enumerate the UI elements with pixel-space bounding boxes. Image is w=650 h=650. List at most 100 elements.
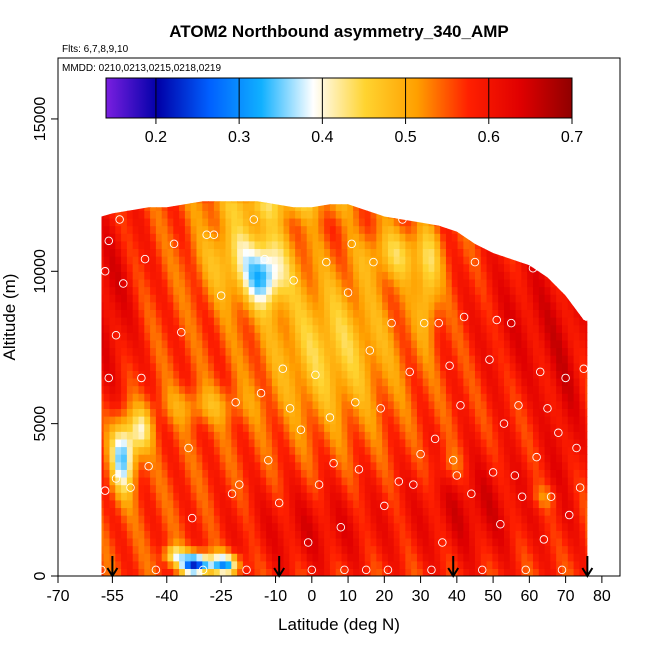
heatmap-cell [561,385,569,394]
heatmap-cell [445,446,453,455]
heatmap-cell [382,202,389,211]
heatmap-cell [196,385,203,394]
heatmap-cell [254,484,261,493]
observation-point [427,565,436,575]
heatmap-cell [324,446,331,455]
heatmap-cell [260,301,267,310]
heatmap-cell [237,545,244,554]
heatmap-cell [312,324,319,333]
heatmap-cell [103,400,111,410]
heatmap-cell [480,484,488,493]
heatmap-cell [469,568,476,576]
heatmap-cell [101,324,105,333]
heatmap-cell [498,537,505,547]
heatmap-cell [132,324,140,333]
heatmap-cell [498,568,505,576]
heatmap-cell [573,347,580,356]
heatmap-cell [341,362,348,371]
heatmap-cell [150,568,157,576]
heatmap-cell [260,454,267,463]
heatmap-cell [411,454,418,463]
observation-point [340,565,349,575]
heatmap-cell [353,393,360,402]
heatmap-cell [567,362,575,371]
heatmap-cell [109,400,116,410]
heatmap-cell [509,431,517,440]
heatmap-cell [190,438,198,448]
heatmap-cell [126,515,134,524]
heatmap-cell [387,301,395,310]
heatmap-cell [167,568,174,576]
heatmap-cell [271,301,279,310]
heatmap-cell [411,416,418,425]
heatmap-cell [474,423,482,432]
heatmap-cell [521,248,528,257]
heatmap-cell [486,271,493,280]
heatmap-cell [237,201,244,204]
heatmap-cell [144,408,151,417]
heatmap-cell [561,431,569,440]
heatmap-cell [416,553,424,562]
heatmap-cell [445,317,453,326]
heatmap-cell [184,217,192,227]
heatmap-cell [393,240,401,250]
heatmap-cell [382,461,389,470]
heatmap-cell [167,461,174,470]
heatmap-cell [376,377,383,387]
heatmap-cell [341,370,348,379]
heatmap-cell [237,499,244,509]
heatmap-cell [486,560,493,569]
heatmap-cell [347,271,354,280]
heatmap-cell [335,408,343,417]
heatmap-cell [237,286,244,295]
heatmap-cell [538,301,546,310]
heatmap-cell [382,339,389,349]
heatmap-cell [347,370,354,379]
heatmap-cell [480,339,488,349]
heatmap-cell [399,210,406,219]
heatmap-cell [295,240,302,250]
observation-point [557,565,567,575]
heatmap-cell [150,385,157,394]
heatmap-cell [190,446,198,455]
heatmap-cell [126,217,134,227]
heatmap-cell [521,370,528,379]
heatmap-cell [306,248,314,257]
heatmap-cell [242,377,250,387]
heatmap-cell [324,461,331,470]
heatmap-cell [324,423,331,432]
heatmap-cell [480,446,488,455]
heatmap-cell [132,248,140,257]
heatmap-cell [138,515,145,524]
heatmap-cell [422,240,430,250]
heatmap-cell [144,530,151,539]
heatmap-cell [115,522,122,531]
heatmap-cell [416,225,424,234]
heatmap-cell [405,416,412,425]
heatmap-cell [335,286,343,295]
heatmap-cell [376,263,383,272]
heatmap-cell [277,408,285,417]
heatmap-cell [173,438,180,448]
heatmap-cell [103,476,111,486]
heatmap-cell [248,492,256,501]
heatmap-cell [312,560,319,569]
heatmap-cell [126,537,134,547]
heatmap-cell [451,461,459,470]
heatmap-cell [579,400,586,410]
heatmap-cell [561,545,569,554]
heatmap-cell [277,286,285,295]
heatmap-cell [492,492,499,501]
heatmap-cell [498,461,505,470]
heatmap-cell [422,370,430,379]
heatmap-cell [254,408,261,417]
heatmap-cell [358,339,366,349]
heatmap-cell [190,233,198,242]
heatmap-cell [341,263,348,272]
heatmap-cell [382,324,389,333]
heatmap-cell [184,438,192,448]
heatmap-cell [300,461,308,470]
heatmap-cell [161,309,169,318]
heatmap-cell [532,537,540,547]
heatmap-cell [556,294,563,303]
